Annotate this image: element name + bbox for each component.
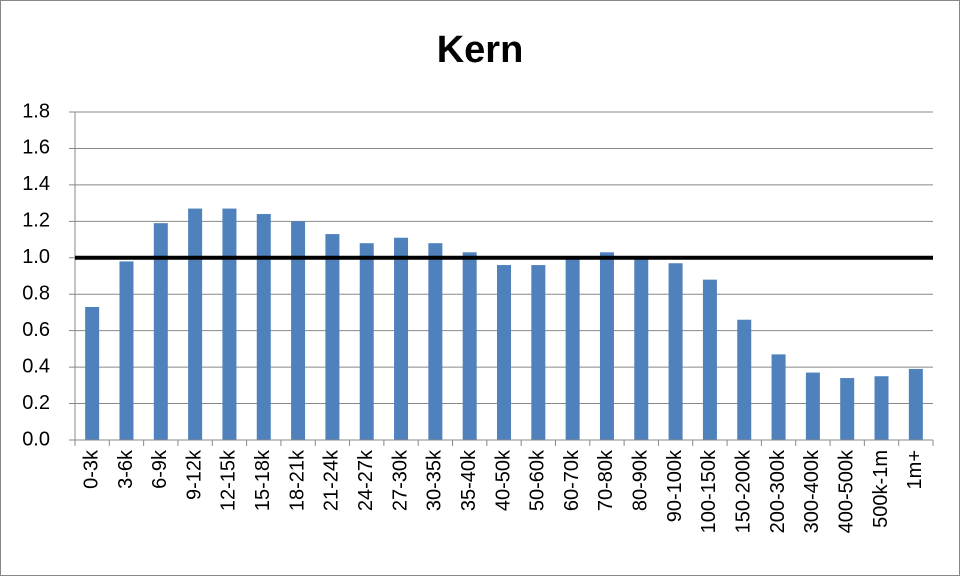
x-tick-label: 27-30k	[389, 449, 411, 511]
x-tick-label: 21-24k	[321, 449, 343, 511]
x-tick-label: 150-200k	[733, 449, 755, 533]
x-tick-label: 50-60k	[527, 449, 549, 511]
x-tick-label: 60-70k	[561, 449, 583, 511]
bar	[222, 208, 237, 440]
bar	[119, 261, 134, 440]
x-tick-label: 1m+	[904, 450, 926, 489]
bar	[359, 243, 374, 440]
x-tick-label: 0-3k	[80, 449, 102, 489]
bar	[531, 265, 546, 440]
x-tick-label: 40-50k	[492, 449, 514, 511]
x-tick-label: 30-35k	[424, 449, 446, 511]
x-tick-label: 9-12k	[183, 449, 205, 500]
bar	[394, 237, 409, 440]
x-tick-label: 6-9k	[149, 449, 171, 489]
y-tick-label: 1.8	[22, 100, 50, 122]
bar	[497, 265, 511, 440]
x-tick-label: 35-40k	[458, 449, 480, 511]
bar	[737, 319, 752, 440]
bar	[599, 252, 614, 440]
bar	[908, 368, 923, 440]
bar	[874, 376, 889, 440]
y-tick-label: 0.0	[22, 428, 50, 450]
y-tick-label: 0.4	[22, 355, 50, 377]
x-tick-label: 300-400k	[801, 449, 823, 533]
x-tick-label: 18-21k	[286, 449, 308, 511]
x-tick-label: 80-90k	[630, 449, 652, 511]
bar	[702, 279, 717, 440]
y-tick-label: 1.4	[22, 173, 50, 195]
bar	[153, 223, 168, 440]
bar	[256, 214, 271, 440]
x-tick-label: 200-300k	[767, 449, 789, 533]
y-tick-label: 1.0	[22, 246, 50, 268]
y-tick-label: 0.2	[22, 392, 50, 414]
y-tick-label: 0.6	[22, 319, 50, 341]
bar	[188, 208, 203, 440]
x-tick-label: 500k-1m	[870, 450, 892, 528]
bar	[634, 257, 649, 440]
bar	[325, 234, 340, 440]
x-tick-label: 90-100k	[664, 449, 686, 522]
x-tick-label: 400-500k	[835, 449, 857, 533]
bar	[291, 221, 306, 440]
y-tick-label: 1.6	[22, 137, 50, 159]
y-tick-label: 1.2	[22, 210, 50, 232]
bar	[668, 263, 683, 440]
bar	[428, 243, 443, 440]
x-tick-label: 70-80k	[595, 449, 617, 511]
bar	[771, 354, 786, 440]
chart-title: Kern	[437, 29, 524, 71]
x-tick-label: 100-150k	[698, 449, 720, 533]
bar	[805, 372, 820, 440]
x-tick-label: 15-18k	[252, 449, 274, 511]
bar	[462, 252, 477, 440]
bar	[565, 257, 580, 440]
bar	[85, 306, 100, 440]
y-tick-label: 0.8	[22, 283, 50, 305]
x-tick-label: 24-27k	[355, 449, 377, 511]
x-tick-label: 3-6k	[115, 449, 137, 489]
x-tick-label: 12-15k	[218, 449, 240, 511]
bar	[840, 378, 855, 440]
